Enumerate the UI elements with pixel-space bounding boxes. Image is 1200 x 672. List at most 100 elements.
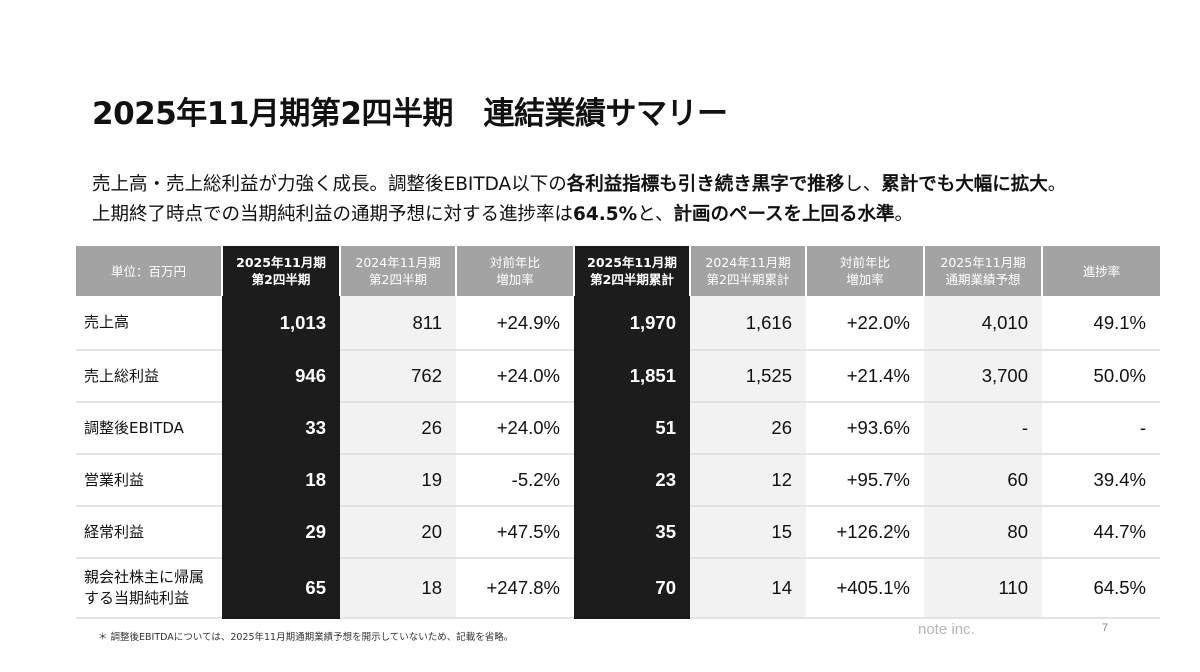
column-header: 対前年比 増加率 xyxy=(456,246,575,296)
column-header-text: 通期業績予想 xyxy=(945,272,1021,287)
table-cell: 29 xyxy=(222,506,340,559)
lead-segment: と、 xyxy=(637,204,674,225)
table-cell: 110 xyxy=(924,558,1042,619)
lead-segment: 。 xyxy=(894,204,914,225)
column-header-text: 2024年11月期 xyxy=(705,255,791,270)
row-label: 経常利益 xyxy=(76,506,222,559)
row-label-text: 調整後EBITDA xyxy=(84,418,184,437)
lead-line-2: 上期終了時点での当期純利益の通期予想に対する進捗率は64.5%と、計画のペースを… xyxy=(92,200,1172,230)
table-cell: - xyxy=(924,402,1042,455)
table-cell: 1,970 xyxy=(574,296,690,351)
table-cell: 50.0% xyxy=(1042,350,1160,403)
row-label-text: 経常利益 xyxy=(84,522,145,541)
table-cell: +247.8% xyxy=(456,558,574,619)
table-cell: 44.7% xyxy=(1042,506,1160,559)
table-cell: 49.1% xyxy=(1042,296,1160,351)
row-label: 親会社株主に帰属 する当期純利益 xyxy=(76,558,222,619)
table-cell: 18 xyxy=(340,558,456,619)
table-cell: +22.0% xyxy=(806,296,924,351)
row-label-text: 売上総利益 xyxy=(84,366,160,385)
brand-name: note inc. xyxy=(918,621,975,638)
column-header: 進捗率 xyxy=(1042,246,1160,296)
column-header-text: 2025年11月期 xyxy=(236,255,326,270)
column-header-text: 2025年11月期 xyxy=(940,255,1026,270)
table-cell: +95.7% xyxy=(806,454,924,507)
page-number: 7 xyxy=(1102,622,1109,634)
table-cell: 60 xyxy=(924,454,1042,507)
table-cell: 811 xyxy=(340,296,456,351)
table-cell: +405.1% xyxy=(806,558,924,619)
table-cell: -5.2% xyxy=(456,454,574,507)
table-cell: 51 xyxy=(574,402,690,455)
column-header-text: 第2四半期 xyxy=(251,272,311,287)
table-cell: 14 xyxy=(690,558,806,619)
column-header-text: 第2四半期 xyxy=(369,272,427,287)
table-cell: 12 xyxy=(690,454,806,507)
table-cell: 1,616 xyxy=(690,296,806,351)
table-cell: +47.5% xyxy=(456,506,574,559)
lead-text: 売上高・売上総利益が力強く成長。調整後EBITDA以下の各利益指標も引き続き黒字… xyxy=(92,170,1172,230)
table-cell: 64.5% xyxy=(1042,558,1160,619)
row-label-text: 売上高 xyxy=(84,313,130,331)
table-row: 売上総利益 946 762 +24.0% 1,851 1,525 +21.4% 3,700 50… xyxy=(76,350,1160,403)
lead-emphasis: 累計でも大幅に拡大 xyxy=(881,174,1048,195)
column-header: 2024年11月期 第2四半期累計 xyxy=(690,246,807,296)
column-header-text: 2024年11月期 xyxy=(355,255,441,270)
table-cell: - xyxy=(1042,402,1160,455)
row-label-text: する当期純利益 xyxy=(84,589,190,607)
lead-line-1: 売上高・売上総利益が力強く成長。調整後EBITDA以下の各利益指標も引き続き黒字… xyxy=(92,170,1172,200)
table-cell: 70 xyxy=(574,558,690,619)
lead-segment: 上期終了時点での当期純利益の通期予想に対する進捗率は xyxy=(92,204,574,225)
table-cell: 4,010 xyxy=(924,296,1042,351)
table-cell: 18 xyxy=(222,454,340,507)
table-cell: 20 xyxy=(340,506,456,559)
row-label: 売上総利益 xyxy=(76,350,222,403)
table-row: 親会社株主に帰属 する当期純利益 65 18 +247.8% 70 14 +405.1% 110… xyxy=(76,558,1160,619)
table-cell: 19 xyxy=(340,454,456,507)
column-header: 2025年11月期 第2四半期累計 xyxy=(574,246,691,296)
column-header-text: 増加率 xyxy=(496,272,534,287)
table-cell: +24.0% xyxy=(456,402,574,455)
table-cell: 80 xyxy=(924,506,1042,559)
row-label: 売上高 xyxy=(76,296,222,351)
table-cell: +24.9% xyxy=(456,296,574,351)
page-title: 2025年11月期第2四半期 連結業績サマリー xyxy=(92,96,728,132)
table-cell: 762 xyxy=(340,350,456,403)
column-header-text: 増加率 xyxy=(846,272,884,287)
table-row: 営業利益 18 19 -5.2% 23 12 +95.7% 60 39.4% xyxy=(76,454,1160,507)
column-header: 単位：百万円 xyxy=(76,246,223,296)
column-header-text: 第2四半期累計 xyxy=(706,272,790,287)
column-header: 2025年11月期 第2四半期 xyxy=(222,246,341,296)
column-header: 2025年11月期 通期業績予想 xyxy=(924,246,1043,296)
column-header-text: 進捗率 xyxy=(1082,263,1121,279)
results-summary-table: 単位：百万円 2025年11月期 第2四半期 2024年11月期 第2四半期 対前年比 増加… xyxy=(76,246,1160,619)
table-row: 経常利益 29 20 +47.5% 35 15 +126.2% 80 44.7% xyxy=(76,506,1160,559)
row-label-text: 親会社株主に帰属 xyxy=(84,568,205,586)
table-cell: 33 xyxy=(222,402,340,455)
table-row: 売上高 1,013 811 +24.9% 1,970 1,616 +22.0% 4,010 49… xyxy=(76,296,1160,351)
table-cell: 26 xyxy=(340,402,456,455)
table-cell: 946 xyxy=(222,350,340,403)
footnote: ＊ 調整後EBITDAについては、2025年11月期通期業績予想を開示していない… xyxy=(98,632,514,643)
table-row: 調整後EBITDA 33 26 +24.0% 51 26 +93.6% - - xyxy=(76,402,1160,455)
row-label: 営業利益 xyxy=(76,454,222,507)
column-header-text: 対前年比 xyxy=(489,255,540,270)
table-cell: 1,525 xyxy=(690,350,806,403)
table-cell: 26 xyxy=(690,402,806,455)
lead-segment: 。 xyxy=(1047,174,1067,195)
table-cell: +126.2% xyxy=(806,506,924,559)
table-cell: 15 xyxy=(690,506,806,559)
lead-segment: し、 xyxy=(844,174,882,195)
column-header-text: 単位：百万円 xyxy=(110,263,186,279)
lead-emphasis: 64.5% xyxy=(573,204,638,225)
table-cell: 39.4% xyxy=(1042,454,1160,507)
table-cell: +93.6% xyxy=(806,402,924,455)
row-label-text: 営業利益 xyxy=(84,470,145,489)
lead-emphasis: 計画のペースを上回る水準 xyxy=(673,204,895,225)
table-cell: 23 xyxy=(574,454,690,507)
row-label: 調整後EBITDA xyxy=(76,402,222,455)
column-header: 2024年11月期 第2四半期 xyxy=(340,246,457,296)
table-cell: 1,013 xyxy=(222,296,340,351)
table-cell: 35 xyxy=(574,506,690,559)
lead-segment: 売上高・売上総利益が力強く成長。調整後EBITDA以下の xyxy=(92,174,567,195)
